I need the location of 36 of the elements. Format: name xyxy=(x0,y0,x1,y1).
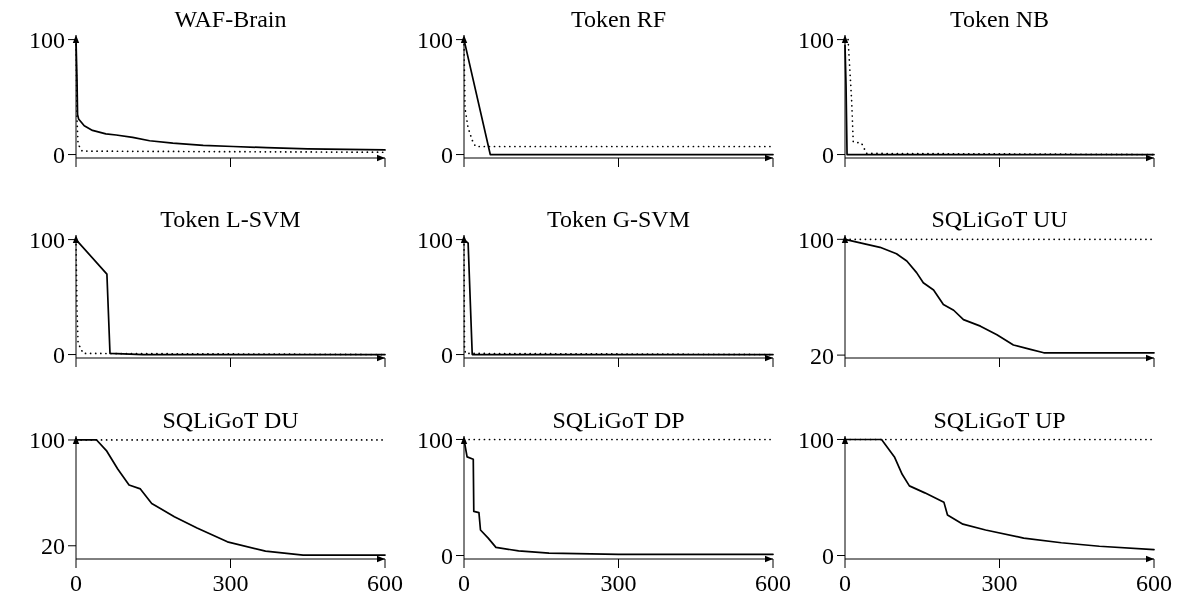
x-tick-label: 600 xyxy=(367,570,403,596)
x-tick-label: 300 xyxy=(600,570,637,596)
y-tick-label: 0 xyxy=(441,542,453,569)
y-tick-label: 0 xyxy=(822,141,834,168)
y-tick-label: 100 xyxy=(798,27,834,53)
y-tick-label: 100 xyxy=(798,426,834,453)
y-tick-label: 0 xyxy=(53,141,65,168)
y-tick-label: 0 xyxy=(822,542,834,569)
chart-title: WAF-Brain xyxy=(174,6,287,32)
y-tick-label: 0 xyxy=(53,341,65,368)
chart-title: Token G-SVM xyxy=(547,206,690,232)
y-tick-label: 100 xyxy=(417,27,453,53)
chart-title: Token NB xyxy=(950,6,1049,32)
x-tick-label: 0 xyxy=(458,570,470,596)
chart-title: SQLiGoT UP xyxy=(933,407,1066,433)
y-tick-label: 100 xyxy=(417,227,453,253)
y-tick-label: 20 xyxy=(41,533,65,560)
chart-title: Token L-SVM xyxy=(160,206,301,232)
y-tick-label: 0 xyxy=(441,141,453,168)
y-tick-label: 100 xyxy=(29,27,65,53)
x-tick-label: 300 xyxy=(212,570,249,596)
chart-title: SQLiGoT DP xyxy=(552,407,685,433)
x-tick-label: 300 xyxy=(981,570,1018,596)
x-tick-label: 0 xyxy=(70,570,82,596)
chart-title: SQLiGoT DU xyxy=(162,407,299,433)
y-tick-label: 100 xyxy=(417,426,453,453)
chart-title: SQLiGoT UU xyxy=(931,206,1068,232)
x-tick-label: 600 xyxy=(1136,570,1172,596)
x-tick-label: 600 xyxy=(755,570,791,596)
y-tick-label: 0 xyxy=(441,341,453,368)
x-tick-label: 0 xyxy=(839,570,851,596)
y-tick-label: 100 xyxy=(29,427,65,454)
chart-title: Token RF xyxy=(571,6,666,32)
y-tick-label: 100 xyxy=(798,226,834,253)
y-tick-label: 20 xyxy=(810,342,834,369)
y-tick-label: 100 xyxy=(29,227,65,253)
